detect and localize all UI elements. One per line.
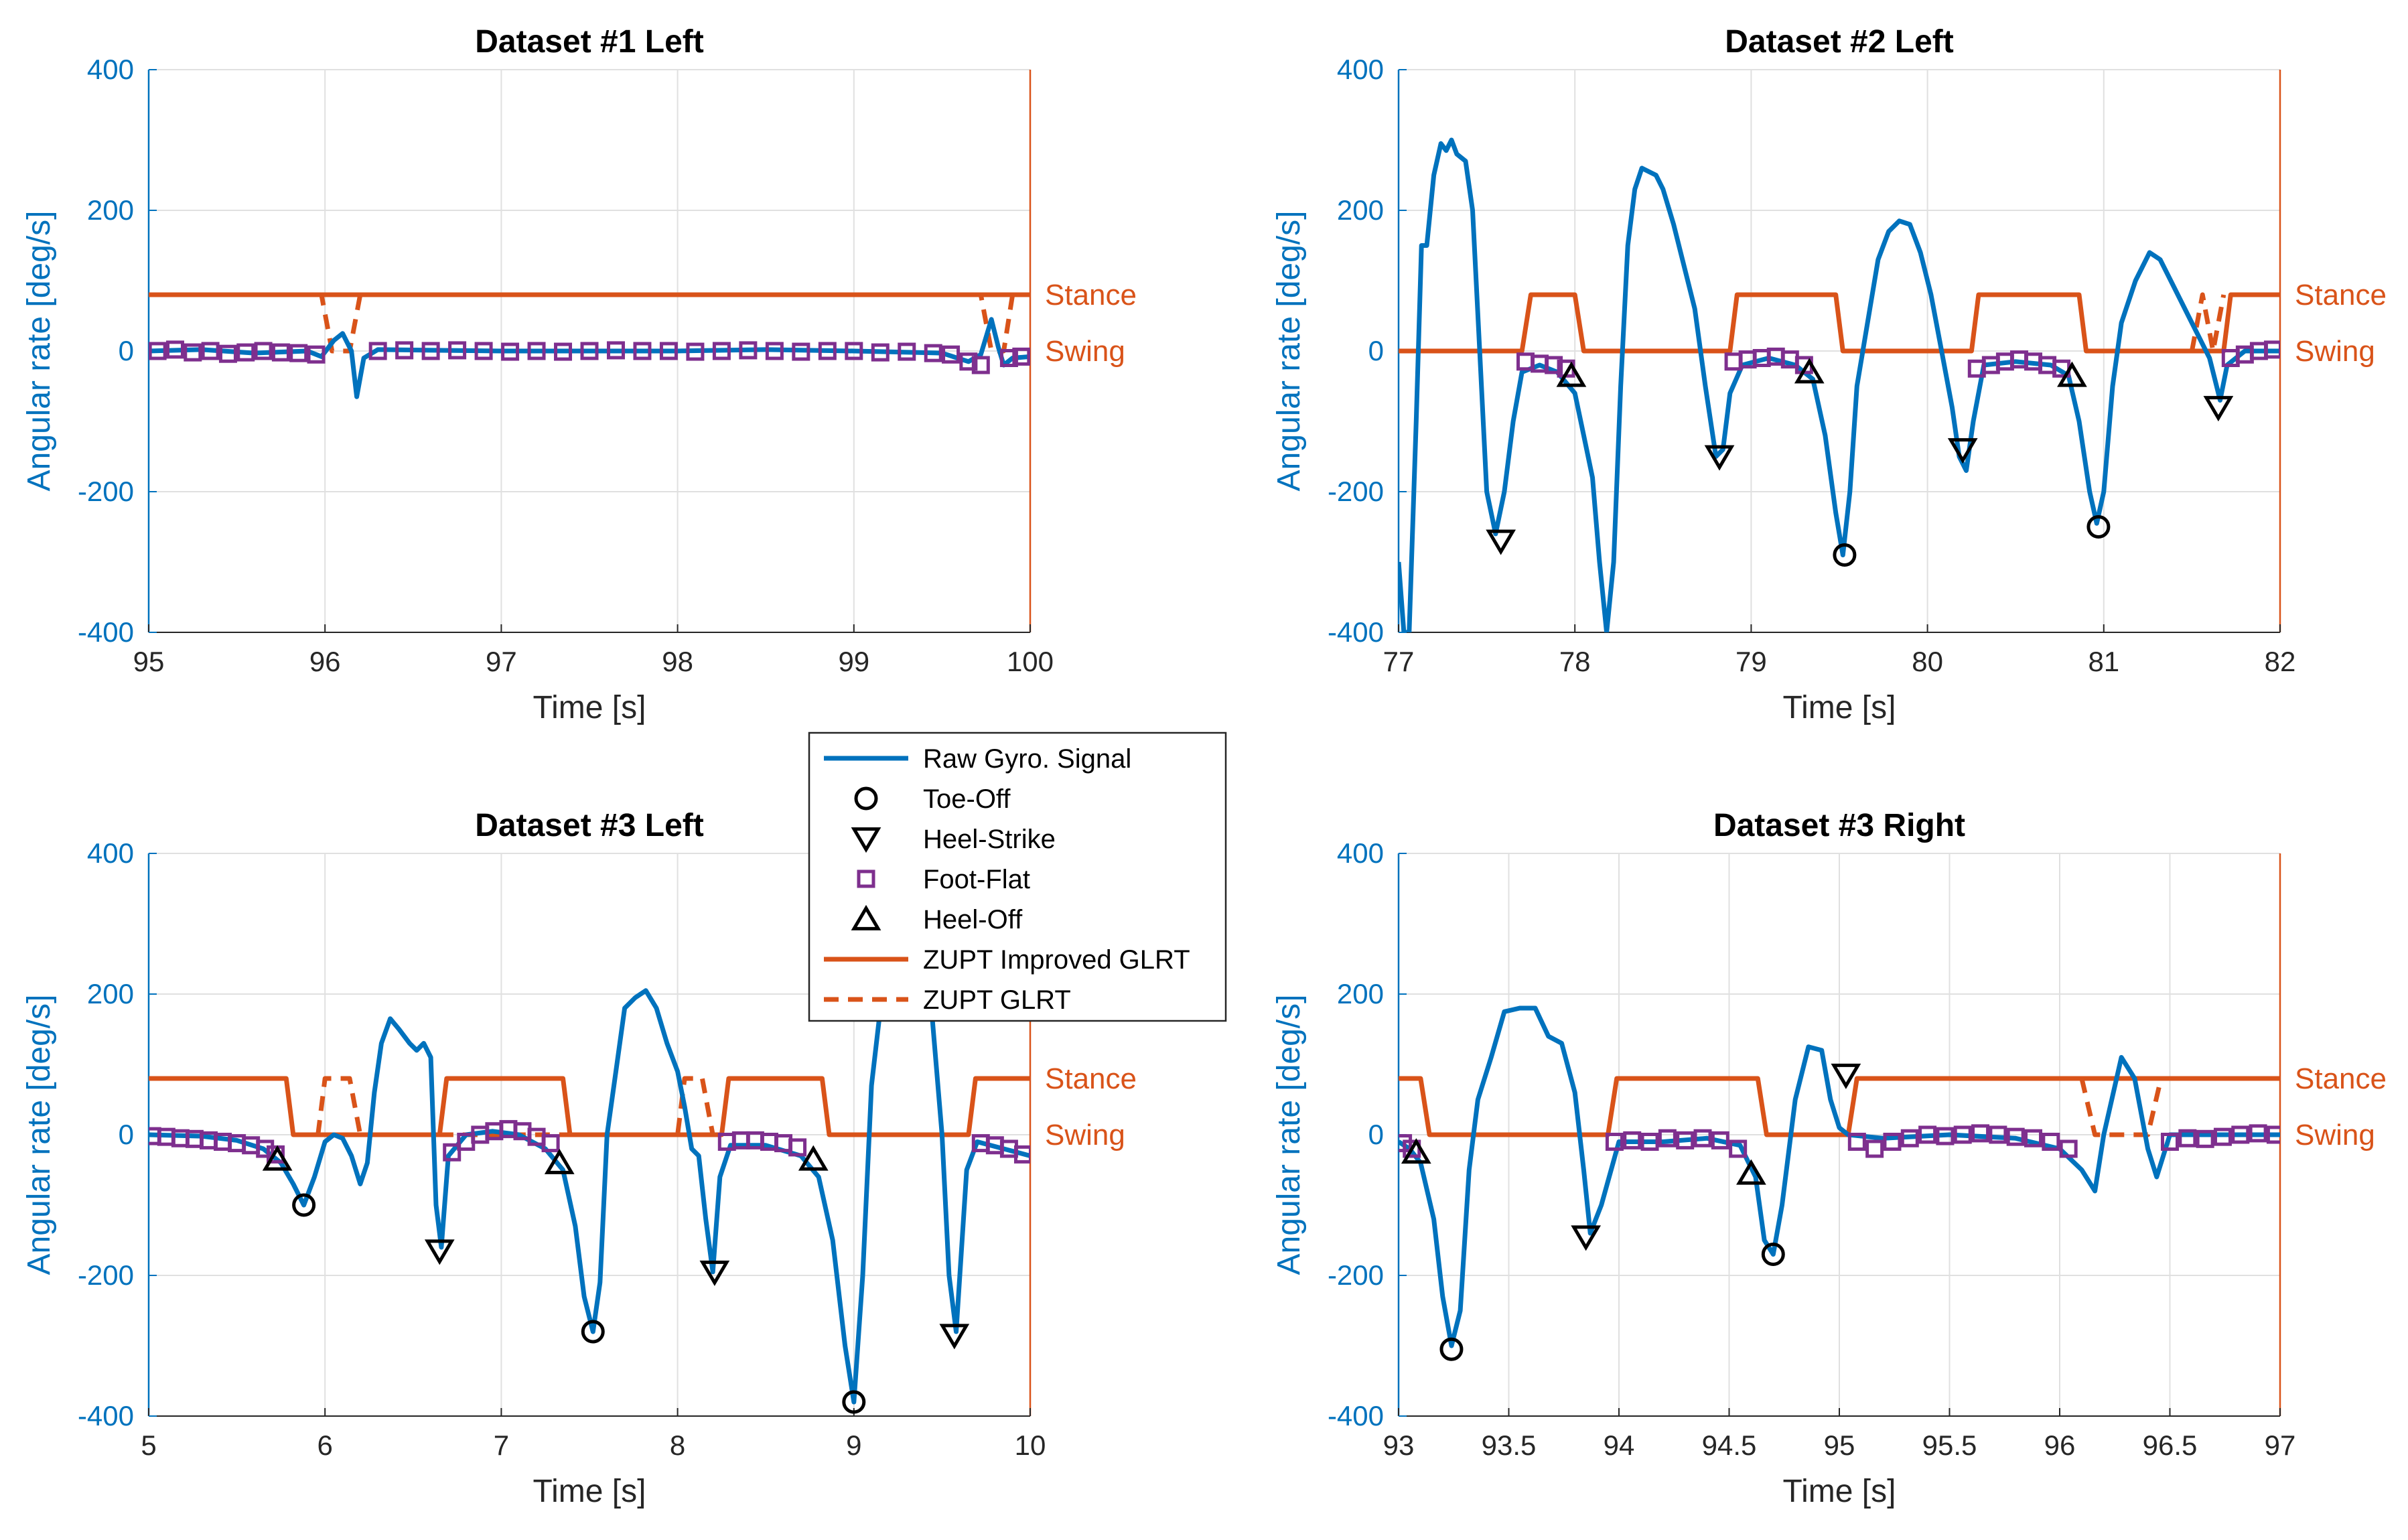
y-axis-label: Angular rate [deg/s]	[21, 211, 57, 492]
x-tick-label: 93.5	[1482, 1429, 1537, 1461]
stance-label: Stance	[1045, 279, 1137, 311]
y-tick-label: -400	[1328, 1400, 1384, 1431]
x-axis-label: Time [s]	[1783, 690, 1896, 725]
x-tick-label: 80	[1912, 646, 1943, 677]
x-axis-label: Time [s]	[533, 1474, 646, 1509]
stance-label: Stance	[1045, 1062, 1137, 1095]
y-tick-label: 400	[87, 837, 134, 869]
y-axis-label: Angular rate [deg/s]	[21, 995, 57, 1275]
chart-panel-1: 95 96 97 98 99 100 -400 -200 0 200 400 Stance Swing D…	[21, 24, 1137, 725]
y-tick-label: -200	[1328, 1259, 1384, 1291]
x-tick-label: 82	[2265, 646, 2296, 677]
x-tick-label: 95	[133, 646, 165, 677]
swing-label: Swing	[2295, 335, 2375, 368]
x-tick-label: 10	[1015, 1429, 1046, 1461]
x-tick-label: 79	[1736, 646, 1767, 677]
y-tick-label: 0	[1368, 1119, 1384, 1150]
y-tick-label: 200	[1337, 194, 1384, 226]
x-tick-label: 96	[309, 646, 341, 677]
legend-label: Heel-Strike	[923, 825, 1056, 854]
x-tick-label: 96	[2044, 1429, 2076, 1461]
legend-label: ZUPT Improved GLRT	[923, 945, 1190, 975]
chart-title: Dataset #3 Right	[1713, 808, 1965, 843]
y-tick-label: -200	[1328, 476, 1384, 507]
y-tick-label: 200	[87, 978, 134, 1009]
x-tick-label: 78	[1559, 646, 1591, 677]
x-tick-label: 96.5	[2143, 1429, 2198, 1461]
chart-title: Dataset #3 Left	[475, 808, 703, 843]
y-tick-label: -400	[1328, 616, 1384, 648]
x-tick-label: 77	[1383, 646, 1415, 677]
y-tick-label: 400	[1337, 54, 1384, 85]
x-tick-label: 93	[1383, 1429, 1415, 1461]
x-tick-label: 99	[838, 646, 869, 677]
y-tick-label: -200	[78, 476, 134, 507]
legend: Raw Gyro. Signal Toe-Off Heel-Strike Foot-F…	[809, 733, 1226, 1021]
x-tick-label: 81	[2088, 646, 2119, 677]
legend-label: ZUPT GLRT	[923, 985, 1071, 1015]
stance-label: Stance	[2295, 1062, 2387, 1095]
y-tick-label: 0	[1368, 335, 1384, 366]
x-tick-label: 94	[1604, 1429, 1635, 1461]
y-tick-label: 400	[87, 54, 134, 85]
swing-label: Swing	[1045, 1119, 1125, 1151]
x-tick-label: 5	[141, 1429, 156, 1461]
x-tick-label: 97	[486, 646, 517, 677]
chart-title: Dataset #1 Left	[475, 24, 703, 60]
x-axis-label: Time [s]	[533, 690, 646, 725]
legend-label: Heel-Off	[923, 905, 1023, 934]
y-tick-label: 200	[87, 194, 134, 226]
chart-panel-2: 77 78 79 80 81 82 -400 -200 0 200 400 Stance Swing Da…	[1271, 24, 2387, 725]
x-tick-label: 94.5	[1702, 1429, 1757, 1461]
y-tick-label: 0	[119, 335, 134, 366]
x-tick-label: 9	[846, 1429, 861, 1461]
chart-title: Dataset #2 Left	[1725, 24, 1953, 60]
chart-panel-4: 93 93.5 94 94.5 95 95.5 96 96.5 97 -400 -200 0 200 40…	[1271, 808, 2387, 1509]
y-tick-label: 200	[1337, 978, 1384, 1009]
legend-label: Foot-Flat	[923, 865, 1030, 894]
x-tick-label: 6	[317, 1429, 333, 1461]
x-tick-label: 97	[2265, 1429, 2296, 1461]
x-axis-label: Time [s]	[1783, 1474, 1896, 1509]
swing-label: Swing	[2295, 1119, 2375, 1151]
y-tick-label: 400	[1337, 837, 1384, 869]
y-tick-label: 0	[119, 1119, 134, 1150]
x-tick-label: 100	[1007, 646, 1054, 677]
legend-label: Toe-Off	[923, 784, 1011, 814]
y-tick-label: -400	[78, 1400, 134, 1431]
x-tick-label: 95	[1824, 1429, 1855, 1461]
swing-label: Swing	[1045, 335, 1125, 368]
y-tick-label: -400	[78, 616, 134, 648]
y-tick-label: -200	[78, 1259, 134, 1291]
x-tick-label: 7	[494, 1429, 509, 1461]
x-tick-label: 8	[670, 1429, 685, 1461]
x-tick-label: 98	[662, 646, 693, 677]
x-tick-label: 95.5	[1922, 1429, 1977, 1461]
legend-label: Raw Gyro. Signal	[923, 744, 1131, 774]
figure: 95 96 97 98 99 100-400-2000200400StanceSwingD…	[0, 0, 2408, 1540]
stance-label: Stance	[2295, 279, 2387, 311]
y-axis-label: Angular rate [deg/s]	[1271, 995, 1307, 1275]
y-axis-label: Angular rate [deg/s]	[1271, 211, 1307, 492]
